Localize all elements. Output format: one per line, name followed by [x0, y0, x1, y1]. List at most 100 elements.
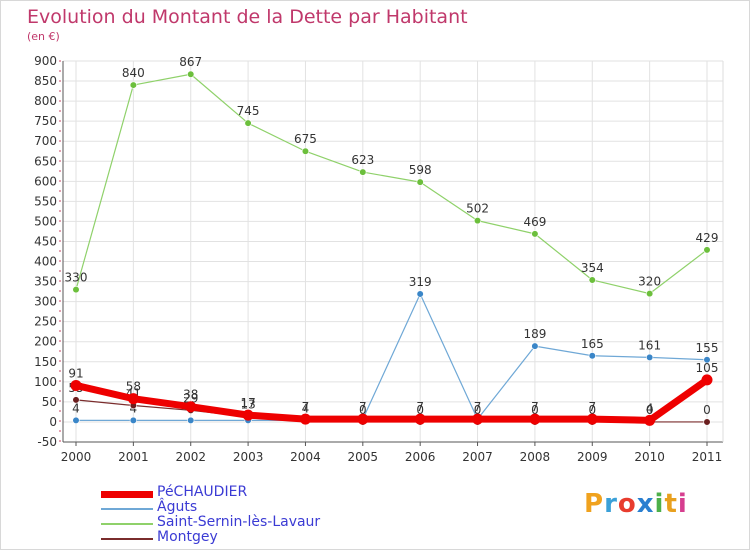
y-tick-label: 150 [34, 355, 57, 369]
data-label: 7 [474, 400, 482, 414]
logo-letter: t [664, 489, 678, 519]
data-point [127, 393, 139, 405]
data-label: 105 [696, 361, 719, 375]
logo-letter: r [604, 489, 618, 519]
chart-unit: (en €) [27, 30, 60, 43]
data-label: 354 [581, 261, 604, 275]
x-tick-label: 2006 [405, 450, 436, 464]
data-point [701, 374, 713, 386]
data-label: 161 [638, 338, 661, 352]
data-point [531, 342, 539, 350]
legend-label: Saint-Sernin-lès-Lavaur [157, 514, 321, 530]
data-label: 7 [531, 400, 539, 414]
data-label: 330 [65, 271, 88, 285]
y-tick-label: 400 [34, 255, 57, 269]
y-tick-label: 100 [34, 375, 57, 389]
data-point [187, 416, 195, 424]
data-point [185, 401, 197, 413]
series-line [75, 293, 708, 421]
legend-label: Âguts [157, 499, 198, 515]
data-point [646, 353, 654, 361]
chart-title: Evolution du Montant de la Dette par Hab… [27, 6, 468, 28]
data-point [529, 413, 541, 425]
data-point [588, 276, 596, 284]
y-tick-label: 450 [34, 234, 57, 248]
y-tick-label: 50 [42, 395, 57, 409]
data-label: 38 [183, 388, 198, 402]
series-line [72, 376, 711, 424]
data-point [644, 414, 656, 426]
series-line [75, 73, 708, 295]
data-label: 0 [359, 403, 367, 417]
x-tick-label: 2010 [634, 450, 665, 464]
data-label: 7 [302, 400, 310, 414]
data-label: 29 [183, 391, 198, 405]
data-point [646, 290, 654, 298]
data-label: 623 [351, 153, 374, 167]
y-tick-label: 0 [49, 415, 57, 429]
y-tick-label: 850 [34, 74, 57, 88]
data-label: 867 [179, 55, 202, 69]
data-label: 7 [359, 400, 367, 414]
legend-swatch [101, 508, 153, 510]
data-point [72, 396, 80, 404]
y-tick-label: 200 [34, 335, 57, 349]
data-point [414, 413, 426, 425]
data-point [242, 409, 254, 421]
data-point [703, 418, 711, 426]
x-tick-label: 2000 [61, 450, 92, 464]
y-tick-label: 650 [34, 154, 57, 168]
data-label: 320 [638, 275, 661, 289]
y-tick-label: 350 [34, 275, 57, 289]
data-point [301, 147, 310, 155]
y-tick-label: 700 [34, 134, 57, 148]
legend-swatch [101, 523, 153, 525]
data-point [70, 379, 82, 391]
data-point [72, 286, 80, 294]
data-point [359, 168, 367, 176]
data-label: 13 [240, 398, 255, 412]
data-point [187, 70, 195, 78]
y-tick-label: -50 [37, 435, 57, 449]
data-label: 4 [72, 401, 80, 415]
logo-letter: i [677, 489, 688, 519]
data-label: 58 [126, 380, 141, 394]
data-label: 7 [416, 400, 424, 414]
data-label: 429 [696, 231, 719, 245]
data-label: 502 [466, 202, 489, 216]
data-label: 319 [409, 275, 432, 289]
data-label: 189 [523, 327, 546, 341]
data-label: 155 [696, 341, 719, 355]
y-tick-label: 300 [34, 295, 57, 309]
legend-label: PéCHAUDIER [157, 484, 248, 500]
x-tick-label: 2004 [290, 450, 321, 464]
data-point [703, 246, 711, 254]
y-tick-label: 800 [34, 94, 57, 108]
data-point [586, 413, 598, 425]
x-tick-label: 2005 [348, 450, 379, 464]
data-label: 0 [646, 403, 654, 417]
data-point [357, 413, 369, 425]
data-point [72, 416, 80, 424]
line-chart: -500501001502002503003504004505005506006… [34, 54, 724, 464]
data-label: 840 [122, 66, 145, 80]
data-label: 4 [646, 401, 654, 415]
x-tick-label: 2001 [118, 450, 149, 464]
data-point [703, 356, 711, 364]
data-point [244, 119, 252, 127]
data-point [416, 178, 424, 186]
y-tick-label: 600 [34, 174, 57, 188]
logo-letter: x [636, 489, 655, 519]
y-tick-label: 550 [34, 194, 57, 208]
proxiti-logo: Proxiti [584, 489, 688, 519]
data-label: 598 [409, 163, 432, 177]
data-label: 4 [302, 401, 310, 415]
data-point [129, 81, 137, 89]
x-tick-label: 2009 [577, 450, 608, 464]
x-tick-label: 2007 [462, 450, 493, 464]
data-label: 0 [416, 403, 424, 417]
x-tick-label: 2008 [520, 450, 551, 464]
data-label: 0 [531, 403, 539, 417]
data-point [588, 352, 596, 360]
